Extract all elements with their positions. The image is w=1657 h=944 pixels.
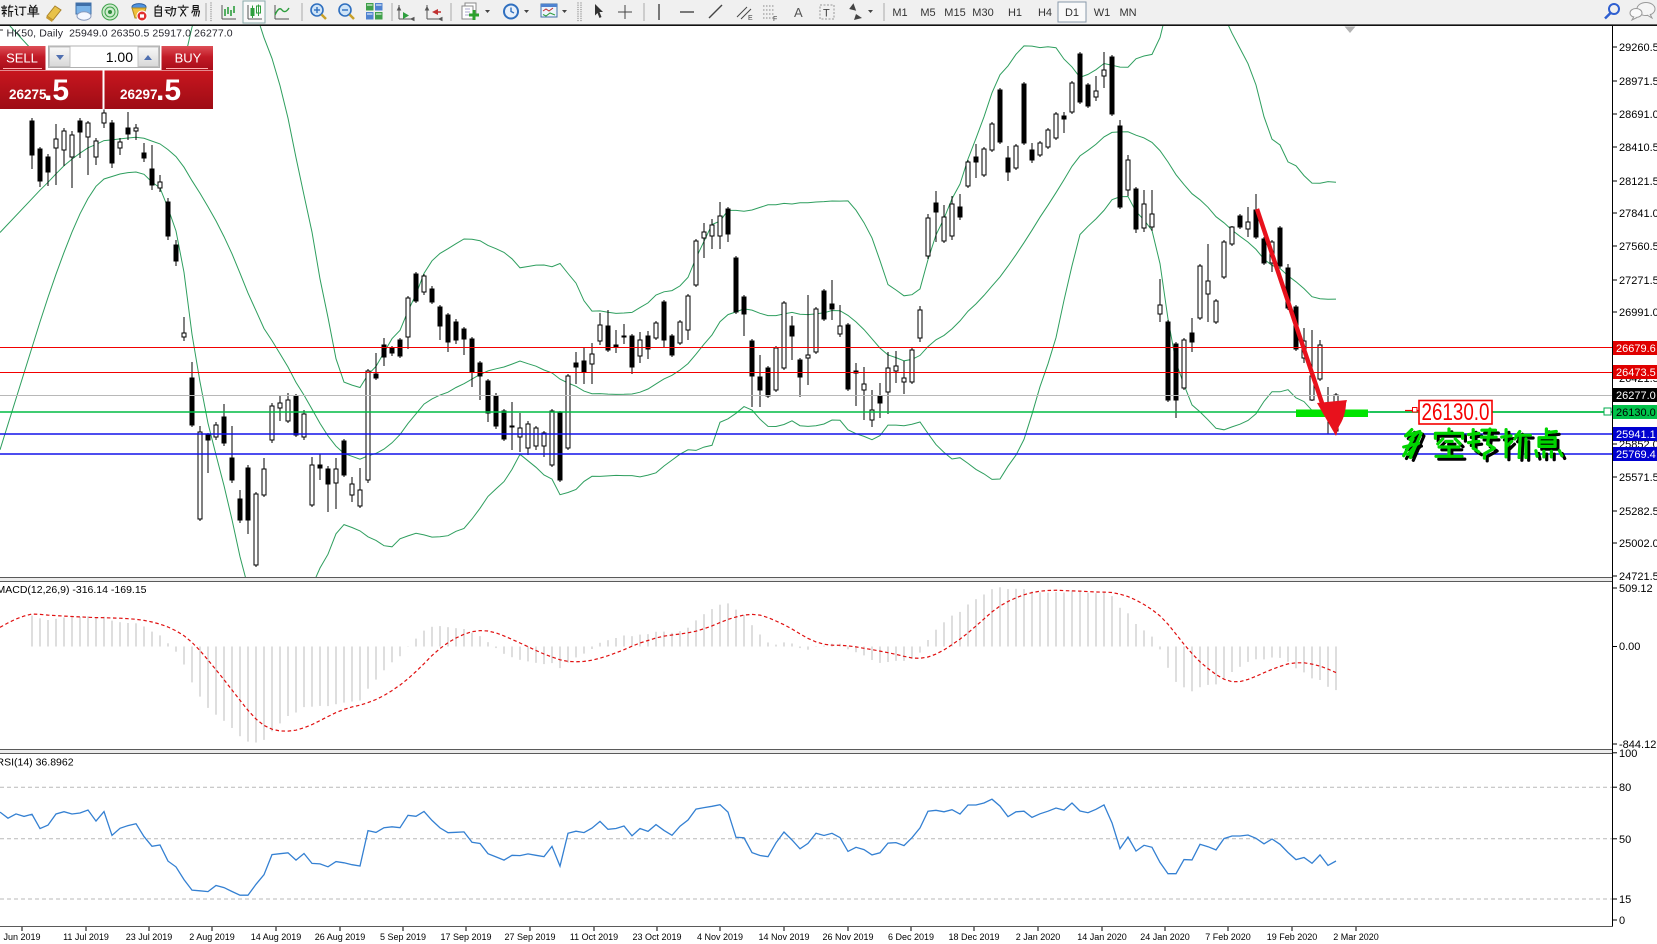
svg-text:27560.5: 27560.5 [1619, 241, 1657, 253]
svg-text:-844.12: -844.12 [1619, 739, 1656, 751]
svg-text:50: 50 [1619, 834, 1631, 846]
svg-text:7 Feb 2020: 7 Feb 2020 [1205, 932, 1251, 942]
svg-text:RSI(14) 36.8962: RSI(14) 36.8962 [0, 757, 74, 769]
svg-text:6 Dec 2019: 6 Dec 2019 [888, 932, 934, 942]
svg-text:24 Jan 2020: 24 Jan 2020 [1140, 932, 1190, 942]
svg-text:.5: .5 [156, 74, 181, 107]
svg-text:H1: H1 [1008, 7, 1022, 19]
svg-text:80: 80 [1619, 782, 1631, 794]
svg-text:25282.5: 25282.5 [1619, 506, 1657, 518]
svg-text:M1: M1 [892, 7, 907, 19]
svg-text:28121.5: 28121.5 [1619, 176, 1657, 188]
svg-text:27 Sep 2019: 27 Sep 2019 [504, 932, 555, 942]
svg-text:29260.5: 29260.5 [1619, 42, 1657, 54]
svg-text:4 Nov 2019: 4 Nov 2019 [697, 932, 743, 942]
svg-text:26473.5: 26473.5 [1616, 367, 1656, 379]
svg-text:0.00: 0.00 [1619, 641, 1640, 653]
svg-text:HK50, Daily 25949.0 26350.5 2: HK50, Daily 25949.0 26350.5 25917.0 2627… [7, 28, 233, 40]
svg-text:.5: .5 [44, 74, 69, 107]
svg-text:T: T [823, 8, 830, 20]
svg-text:26130.0: 26130.0 [1422, 399, 1490, 426]
svg-text:509.12: 509.12 [1619, 583, 1653, 595]
svg-text:26 Aug 2019: 26 Aug 2019 [315, 932, 366, 942]
svg-text:1.00: 1.00 [106, 49, 133, 65]
svg-text:26277.0: 26277.0 [1616, 390, 1656, 402]
svg-text:SELL: SELL [6, 51, 38, 66]
svg-text:A: A [794, 5, 803, 20]
svg-text:26275: 26275 [9, 87, 47, 102]
svg-text:25769.4: 25769.4 [1616, 449, 1656, 461]
svg-text:24721.5: 24721.5 [1619, 571, 1657, 583]
svg-text:100: 100 [1619, 748, 1637, 760]
svg-text:M30: M30 [972, 7, 993, 19]
svg-text:M5: M5 [920, 7, 935, 19]
svg-text:M15: M15 [944, 7, 965, 19]
svg-text:23 Oct 2019: 23 Oct 2019 [632, 932, 681, 942]
svg-text:27841.0: 27841.0 [1619, 208, 1657, 220]
svg-text:25571.5: 25571.5 [1619, 472, 1657, 484]
svg-text:5 Sep 2019: 5 Sep 2019 [380, 932, 426, 942]
svg-text:23 Jul 2019: 23 Jul 2019 [126, 932, 173, 942]
svg-text:14 Jan 2020: 14 Jan 2020 [1077, 932, 1127, 942]
svg-text:28410.5: 28410.5 [1619, 142, 1657, 154]
svg-text:26130.0: 26130.0 [1616, 407, 1656, 419]
svg-text:MACD(12,26,9) -316.14 -169.15: MACD(12,26,9) -316.14 -169.15 [0, 584, 147, 596]
svg-text:17 Sep 2019: 17 Sep 2019 [440, 932, 491, 942]
svg-text:28971.5: 28971.5 [1619, 76, 1657, 88]
svg-text:18 Dec 2019: 18 Dec 2019 [948, 932, 999, 942]
svg-text:W1: W1 [1094, 7, 1111, 19]
svg-text:E: E [748, 15, 753, 22]
svg-text:2 Aug 2019: 2 Aug 2019 [189, 932, 235, 942]
svg-text:0: 0 [1619, 915, 1625, 927]
svg-text:26297: 26297 [120, 87, 158, 102]
svg-text:25002.0: 25002.0 [1619, 538, 1657, 550]
svg-text:25941.1: 25941.1 [1616, 429, 1656, 441]
svg-text:MN: MN [1119, 7, 1136, 19]
svg-text:Jun 2019: Jun 2019 [3, 932, 40, 942]
svg-text:26991.0: 26991.0 [1619, 307, 1657, 319]
svg-text:14 Nov 2019: 14 Nov 2019 [758, 932, 809, 942]
svg-text:19 Feb 2020: 19 Feb 2020 [1267, 932, 1318, 942]
svg-text:15: 15 [1619, 894, 1631, 906]
svg-text:F: F [773, 16, 777, 23]
svg-text:14 Aug 2019: 14 Aug 2019 [251, 932, 302, 942]
svg-text:BUY: BUY [175, 51, 202, 66]
svg-text:2 Mar 2020: 2 Mar 2020 [1333, 932, 1379, 942]
svg-text:H4: H4 [1038, 7, 1052, 19]
svg-text:28691.0: 28691.0 [1619, 109, 1657, 121]
svg-text:26 Nov 2019: 26 Nov 2019 [822, 932, 873, 942]
svg-text:26679.6: 26679.6 [1616, 343, 1656, 355]
svg-text:D1: D1 [1065, 7, 1079, 19]
svg-text:27271.5: 27271.5 [1619, 275, 1657, 287]
svg-text:11 Oct 2019: 11 Oct 2019 [570, 932, 618, 942]
svg-text:2 Jan 2020: 2 Jan 2020 [1016, 932, 1061, 942]
svg-text:11 Jul 2019: 11 Jul 2019 [63, 932, 109, 942]
